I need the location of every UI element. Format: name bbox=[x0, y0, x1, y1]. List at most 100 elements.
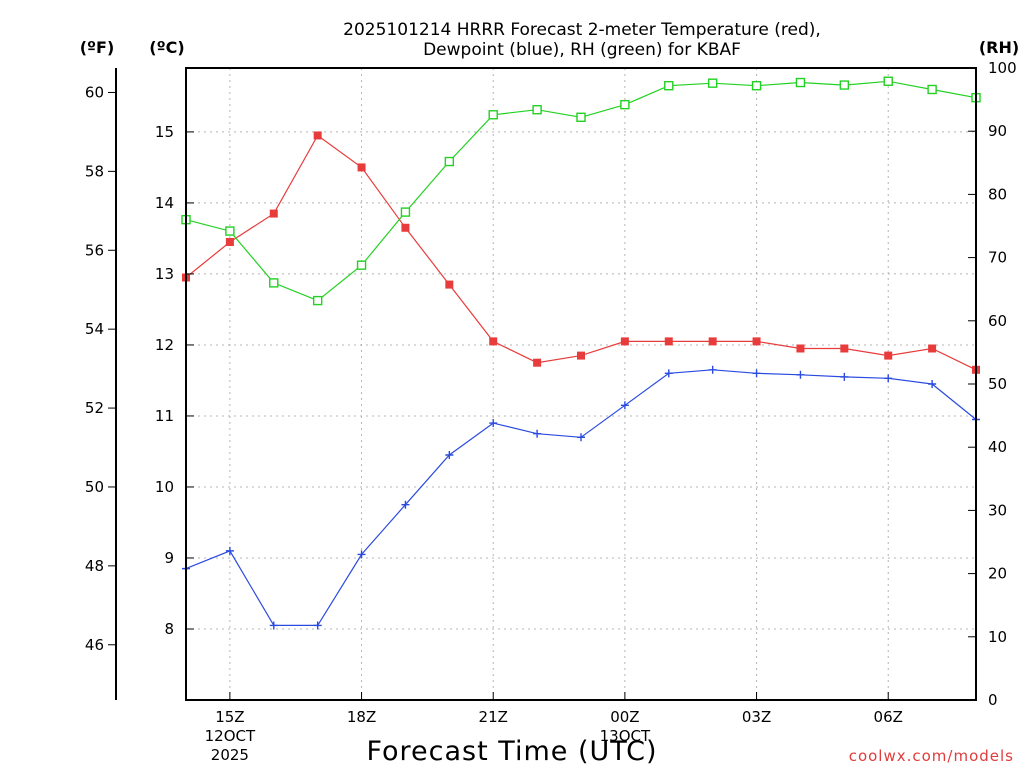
celsius-tick-label: 15 bbox=[155, 123, 174, 141]
series-layer bbox=[181, 76, 981, 630]
grid-lines bbox=[186, 68, 976, 700]
rh-tick-label: 60 bbox=[988, 312, 1007, 330]
rh-unit-label: (RH) bbox=[979, 38, 1019, 57]
celsius-unit-label: (ºC) bbox=[149, 38, 184, 57]
fahrenheit-tick-label: 54 bbox=[85, 320, 104, 338]
x-tick-label: 00Z bbox=[610, 708, 639, 726]
chart-title-line1: 2025101214 HRRR Forecast 2-meter Tempera… bbox=[343, 20, 821, 40]
plot-frame bbox=[185, 67, 977, 701]
fahrenheit-tick-label: 60 bbox=[85, 83, 104, 101]
dewpoint-point bbox=[445, 451, 454, 460]
fahrenheit-tick-label: 56 bbox=[85, 241, 104, 259]
rh-tick-label: 50 bbox=[988, 375, 1007, 393]
celsius-tick-label: 8 bbox=[164, 620, 174, 638]
rh-point bbox=[927, 84, 937, 95]
chart-title-line2: Dewpoint (blue), RH (green) for KBAF bbox=[423, 40, 741, 60]
temperature-line bbox=[185, 134, 977, 371]
dewpoint-point bbox=[884, 374, 893, 383]
celsius-tick-label: 14 bbox=[155, 194, 174, 212]
dewpoint-point bbox=[928, 380, 937, 388]
dewpoint-point bbox=[708, 365, 717, 374]
temperature-point bbox=[796, 344, 805, 353]
fahrenheit-tick-label: 50 bbox=[85, 478, 104, 496]
rh-tick-label: 100 bbox=[988, 59, 1017, 77]
x-tick-label: 03Z bbox=[742, 708, 771, 726]
fahrenheit-tick-label: 52 bbox=[85, 399, 104, 417]
rh-point bbox=[444, 156, 455, 167]
temperature-point bbox=[752, 337, 761, 346]
dewpoint-point bbox=[840, 372, 849, 381]
rh-point bbox=[356, 260, 367, 270]
dewpoint-point bbox=[664, 369, 673, 378]
celsius-tick-label: 13 bbox=[155, 265, 174, 283]
x-tick-label: 06Z bbox=[874, 708, 903, 726]
x-tick-date-label: 12OCT bbox=[205, 727, 256, 745]
dewpoint-point bbox=[620, 401, 629, 410]
rh-point bbox=[664, 80, 674, 91]
x-tick-label: 15Z bbox=[215, 708, 244, 726]
rh-point bbox=[532, 105, 542, 115]
x-tick-date-label: 13OCT bbox=[600, 727, 651, 745]
dewpoint-point bbox=[357, 550, 366, 559]
dewpoint-point bbox=[489, 419, 498, 428]
fahrenheit-tick-label: 48 bbox=[85, 557, 104, 575]
rh-tick-label: 80 bbox=[988, 185, 1007, 203]
temperature-point bbox=[620, 337, 629, 346]
temperature-point bbox=[708, 337, 717, 346]
temperature-point bbox=[401, 223, 410, 232]
dewpoint-point bbox=[577, 433, 585, 442]
x-tick-label: 21Z bbox=[479, 708, 508, 726]
dewpoint-point bbox=[225, 546, 234, 555]
rh-point bbox=[839, 80, 850, 90]
celsius-tick-label: 11 bbox=[155, 407, 174, 425]
rh-point bbox=[225, 226, 235, 236]
x-tick-label: 18Z bbox=[347, 708, 376, 726]
dewpoint-point bbox=[796, 370, 805, 379]
fahrenheit-unit-label: (ºF) bbox=[80, 38, 115, 57]
rh-point bbox=[400, 207, 411, 217]
axis-ticks: 8 9 10 11 12 13 14 15 46 48 50 52 54 56 58 60 0 10 20 30 40 5… bbox=[85, 59, 1017, 764]
rh-point bbox=[707, 78, 718, 88]
rh-tick-label: 40 bbox=[988, 438, 1007, 456]
rh-tick-label: 30 bbox=[988, 501, 1007, 519]
rh-point bbox=[795, 77, 806, 88]
dewpoint-line bbox=[185, 369, 977, 627]
temperature-point bbox=[313, 131, 322, 140]
x-axis-label: Forecast Time (UTC) bbox=[366, 736, 657, 767]
dewpoint-point bbox=[313, 621, 322, 630]
rh-point bbox=[751, 80, 762, 91]
rh-tick-label: 0 bbox=[988, 691, 998, 709]
rh-point bbox=[576, 112, 586, 122]
rh-tick-label: 10 bbox=[988, 628, 1007, 646]
temperature-point bbox=[489, 337, 498, 346]
temperature-point bbox=[840, 344, 849, 353]
celsius-tick-label: 12 bbox=[155, 336, 174, 354]
temperature-point bbox=[225, 237, 234, 246]
rh-point bbox=[620, 99, 630, 110]
temperature-point bbox=[884, 351, 893, 360]
dewpoint-point bbox=[269, 621, 278, 630]
dewpoint-point bbox=[401, 500, 410, 509]
temperature-point bbox=[664, 337, 673, 346]
rh-tick-label: 70 bbox=[988, 249, 1007, 267]
rh-tick-label: 90 bbox=[988, 122, 1007, 140]
dewpoint-point bbox=[752, 369, 761, 378]
rh-point bbox=[883, 76, 893, 86]
celsius-tick-label: 10 bbox=[155, 478, 174, 496]
temperature-point bbox=[577, 351, 585, 360]
temperature-point bbox=[533, 358, 542, 367]
fahrenheit-tick-label: 58 bbox=[85, 162, 104, 180]
rh-tick-label: 20 bbox=[988, 565, 1007, 583]
temperature-point bbox=[357, 163, 366, 172]
credit-text: coolwx.com/models bbox=[849, 747, 1014, 765]
fahrenheit-tick-label: 46 bbox=[85, 636, 104, 654]
temperature-point bbox=[269, 209, 278, 218]
rh-point bbox=[312, 295, 323, 306]
x-tick-year-label: 2025 bbox=[211, 746, 249, 764]
temperature-point bbox=[928, 344, 937, 353]
celsius-tick-label: 9 bbox=[164, 549, 174, 567]
rh-point bbox=[488, 110, 498, 120]
temperature-point bbox=[445, 280, 454, 289]
dewpoint-point bbox=[533, 429, 542, 438]
